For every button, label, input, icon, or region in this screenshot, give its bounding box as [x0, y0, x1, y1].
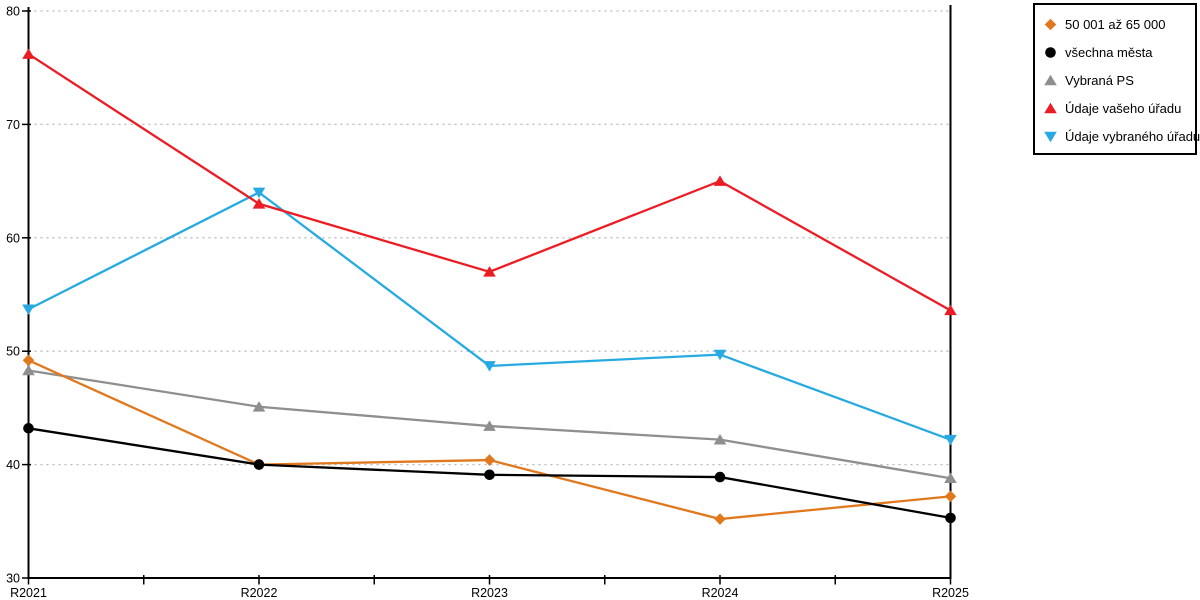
y-tick-label: 70	[6, 118, 20, 132]
legend-triangle-up-glyph	[1044, 74, 1057, 86]
legend-label: 50 001 až 65 000	[1065, 16, 1166, 32]
x-tick-label: R2025	[932, 586, 969, 600]
y-tick-label: 50	[6, 345, 20, 359]
series-0-point-R2024	[714, 513, 726, 525]
legend-item-0: 50 001 až 65 000	[1043, 10, 1191, 38]
series-1-point-R2021	[23, 423, 34, 434]
y-tick-label: 40	[6, 458, 20, 472]
series-4-point-R2021	[22, 304, 35, 315]
legend-diamond-icon	[1044, 18, 1057, 30]
y-tick-label: 80	[6, 5, 20, 19]
legend-triangle-up-icon	[1044, 74, 1057, 86]
legend-diamond-glyph	[1044, 18, 1057, 30]
legend-label: Vybraná PS	[1065, 72, 1134, 88]
legend-triangle-down-glyph	[1044, 132, 1057, 143]
series-2-point-R2023	[483, 420, 496, 431]
series-0-point-R2025	[944, 490, 957, 503]
legend-label: Údaje vybraného úřadu	[1065, 129, 1200, 145]
series-1-point-R2025	[945, 512, 956, 524]
legend-circle-glyph	[1045, 46, 1056, 58]
series-3-point-R2023	[483, 266, 496, 277]
series-1-point-R2024	[714, 471, 726, 483]
series-3-point-R2022	[252, 198, 266, 209]
series-line-0	[28, 359, 951, 521]
legend-triangle-up-glyph	[1044, 102, 1057, 114]
legend-item-4: Údaje vybraného úřadu	[1043, 123, 1200, 151]
series-2-point-R2021	[22, 364, 35, 376]
series-3-point-R2025	[944, 304, 957, 316]
series-1-point-R2023	[484, 469, 495, 481]
series-0-point-R2023	[483, 454, 496, 466]
y-tick-label: 30	[6, 572, 20, 586]
series-4-point-R2022	[252, 187, 266, 199]
x-tick-label: R2022	[241, 586, 278, 600]
series-line-4	[27, 191, 951, 441]
x-tick-label: R2023	[471, 586, 508, 600]
legend-circle-icon	[1045, 46, 1056, 58]
x-tick-label: R2021	[10, 586, 47, 600]
legend-item-2: Vybraná PS	[1043, 66, 1191, 94]
legend-triangle-up-icon	[1044, 102, 1057, 114]
y-tick-label: 60	[6, 231, 20, 245]
series-0-point-R2021	[22, 354, 35, 367]
series-2-point-R2024	[713, 433, 727, 445]
series-4-point-R2025	[944, 434, 957, 446]
legend-triangle-down-icon	[1044, 132, 1057, 143]
series-4-point-R2024	[713, 349, 727, 361]
series-3-point-R2024	[713, 175, 727, 186]
series-2-point-R2025	[944, 472, 957, 484]
series-4-point-R2023	[483, 361, 496, 372]
legend-item-1: všechna města	[1043, 38, 1191, 66]
legend-label: všechna města	[1065, 44, 1153, 60]
legend-label: Údaje vašeho úřadu	[1065, 101, 1182, 117]
x-tick-label: R2024	[702, 586, 739, 600]
series-3-point-R2021	[22, 48, 35, 59]
series-1-point-R2022	[253, 459, 265, 470]
series-2-point-R2022	[252, 401, 266, 412]
legend-item-3: Údaje vašeho úřadu	[1043, 95, 1191, 123]
legend: 50 001 až 65 000 všechna města Vybraná PS Ú…	[1033, 3, 1200, 155]
